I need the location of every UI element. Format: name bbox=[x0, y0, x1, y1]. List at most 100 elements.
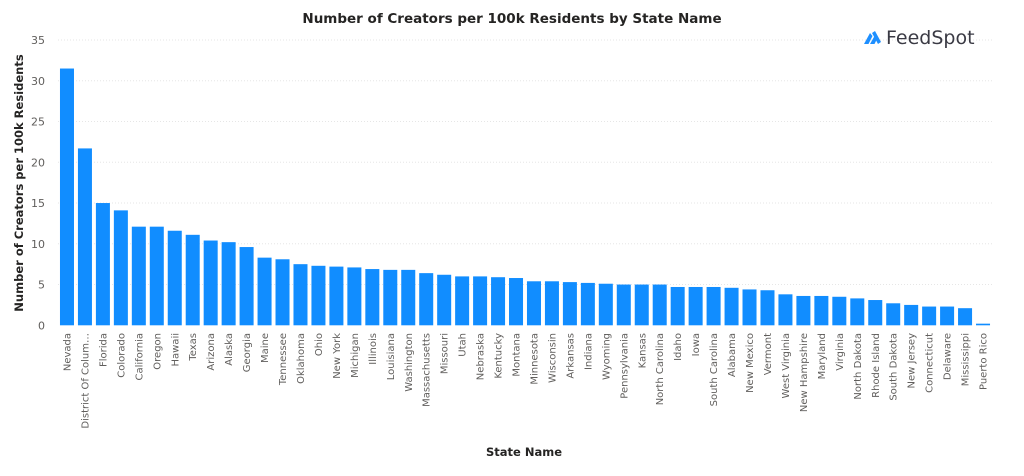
bar[interactable] bbox=[652, 284, 667, 326]
bar[interactable] bbox=[473, 276, 488, 326]
bar[interactable] bbox=[311, 265, 326, 326]
bar[interactable] bbox=[95, 203, 110, 326]
bar[interactable] bbox=[509, 278, 524, 326]
x-tick-label: Texas bbox=[188, 333, 199, 362]
x-tick-label: Alabama bbox=[727, 333, 738, 377]
bar[interactable] bbox=[922, 306, 937, 326]
x-tick-label: Puerto Rico bbox=[979, 333, 990, 390]
bar[interactable] bbox=[904, 304, 919, 326]
y-tick-label: 15 bbox=[31, 197, 45, 210]
bar[interactable] bbox=[347, 267, 362, 326]
x-tick-label: Nebraska bbox=[476, 333, 487, 380]
x-tick-label: Connecticut bbox=[925, 333, 936, 393]
x-tick-label: Utah bbox=[458, 333, 469, 357]
x-tick-label: Missouri bbox=[440, 333, 451, 374]
bar[interactable] bbox=[77, 148, 92, 326]
x-tick-label: Minnesota bbox=[529, 333, 540, 385]
x-tick-label: Wisconsin bbox=[547, 333, 558, 383]
bar[interactable] bbox=[491, 277, 506, 326]
x-tick-label: Virginia bbox=[835, 333, 846, 371]
bar[interactable] bbox=[185, 234, 200, 326]
bar[interactable] bbox=[401, 269, 416, 326]
x-tick-label: Kentucky bbox=[494, 333, 505, 379]
bar[interactable] bbox=[598, 283, 613, 326]
bar[interactable] bbox=[742, 289, 757, 326]
bar[interactable] bbox=[526, 281, 541, 326]
bar[interactable] bbox=[580, 282, 595, 326]
feedspot-logo-icon bbox=[864, 31, 881, 44]
bar[interactable] bbox=[221, 242, 236, 326]
x-tick-label: Arizona bbox=[206, 333, 217, 371]
x-tick-label: Michigan bbox=[350, 333, 361, 378]
x-tick-label: Ohio bbox=[314, 333, 325, 356]
bar[interactable] bbox=[688, 286, 703, 326]
bar[interactable] bbox=[562, 282, 577, 326]
bar[interactable] bbox=[203, 240, 218, 326]
x-tick-label: Illinois bbox=[368, 333, 379, 365]
x-tick-label: Alaska bbox=[224, 333, 235, 366]
x-tick-label: New Jersey bbox=[907, 333, 918, 389]
bar[interactable] bbox=[329, 266, 344, 326]
bar[interactable] bbox=[832, 296, 847, 326]
x-tick-label: Colorado bbox=[116, 333, 127, 378]
x-tick-label: West Virginia bbox=[781, 333, 792, 398]
y-tick-label: 20 bbox=[31, 156, 45, 169]
y-tick-label: 10 bbox=[31, 238, 45, 251]
bars bbox=[59, 68, 991, 326]
x-tick-label: Washington bbox=[404, 333, 415, 392]
x-tick-label: Louisiana bbox=[386, 333, 397, 380]
bar[interactable] bbox=[275, 259, 290, 326]
y-tick-label: 25 bbox=[31, 116, 45, 129]
x-tick-label: Mississippi bbox=[961, 333, 972, 386]
x-tick-label: South Dakota bbox=[889, 333, 900, 401]
bar[interactable] bbox=[544, 281, 559, 326]
bar[interactable] bbox=[383, 269, 398, 326]
bar[interactable] bbox=[724, 287, 739, 326]
bar[interactable] bbox=[239, 247, 254, 326]
y-tick-label: 35 bbox=[31, 34, 45, 47]
bar[interactable] bbox=[868, 300, 883, 326]
bar[interactable] bbox=[706, 286, 721, 326]
bar[interactable] bbox=[850, 298, 865, 326]
x-tick-label: North Dakota bbox=[853, 333, 864, 400]
bar[interactable] bbox=[365, 269, 380, 326]
x-tick-label: Hawaii bbox=[170, 333, 181, 367]
bar[interactable] bbox=[958, 308, 973, 326]
x-tick-label: California bbox=[134, 333, 145, 381]
x-tick-label: Vermont bbox=[763, 333, 774, 375]
x-tick-label: New Hampshire bbox=[799, 333, 810, 412]
bar[interactable] bbox=[616, 284, 631, 326]
bar[interactable] bbox=[796, 295, 811, 326]
bar[interactable] bbox=[778, 294, 793, 326]
bar[interactable] bbox=[940, 306, 955, 326]
y-tick-label: 30 bbox=[31, 75, 45, 88]
bar[interactable] bbox=[59, 68, 74, 326]
bar[interactable] bbox=[113, 210, 128, 326]
bar[interactable] bbox=[455, 276, 470, 326]
bar[interactable] bbox=[419, 273, 434, 326]
x-tick-label: Indiana bbox=[583, 333, 594, 370]
bar[interactable] bbox=[760, 290, 775, 326]
bar[interactable] bbox=[131, 226, 146, 326]
bar[interactable] bbox=[976, 323, 991, 326]
x-tick-label: Iowa bbox=[691, 333, 702, 356]
bar[interactable] bbox=[814, 295, 829, 326]
x-tick-label: Oregon bbox=[152, 333, 163, 370]
bar[interactable] bbox=[634, 284, 649, 326]
bar[interactable] bbox=[257, 257, 272, 326]
bar[interactable] bbox=[293, 264, 308, 326]
bar[interactable] bbox=[670, 286, 685, 326]
x-tick-label: Arkansas bbox=[565, 333, 576, 379]
bar[interactable] bbox=[149, 226, 164, 326]
bar[interactable] bbox=[886, 303, 901, 326]
y-tick-label: 5 bbox=[38, 279, 45, 292]
bar[interactable] bbox=[437, 274, 452, 326]
bar[interactable] bbox=[167, 230, 182, 326]
chart-title: Number of Creators per 100k Residents by… bbox=[302, 11, 721, 27]
x-tick-label: Oklahoma bbox=[296, 333, 307, 384]
x-tick-label: Idaho bbox=[673, 333, 684, 361]
x-tick-label: Massachusetts bbox=[422, 333, 433, 407]
y-tick-label: 0 bbox=[38, 319, 45, 332]
